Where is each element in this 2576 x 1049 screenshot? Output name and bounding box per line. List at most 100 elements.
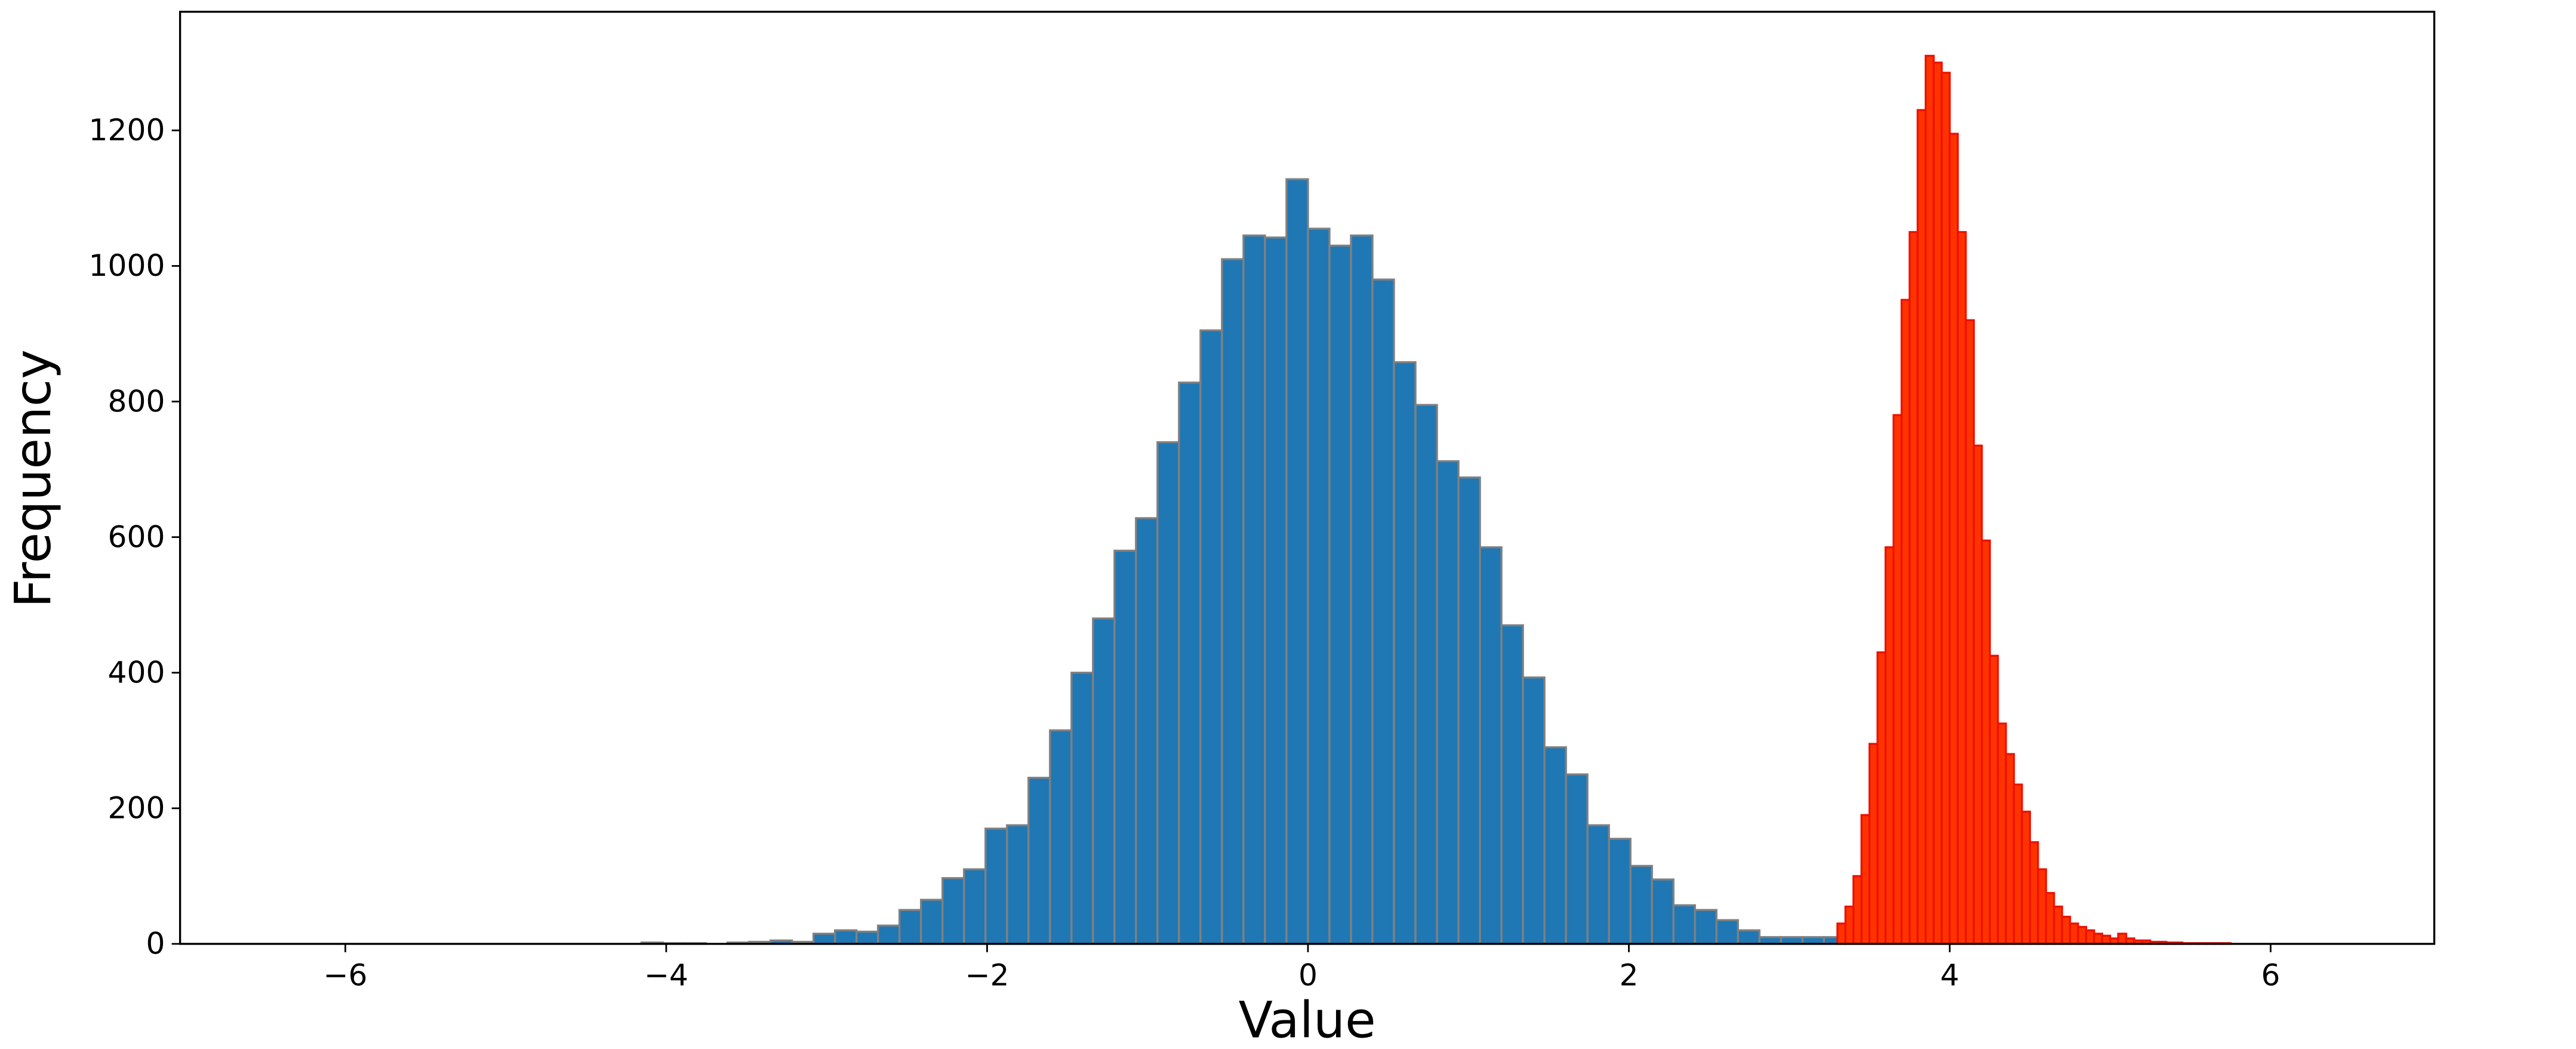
histogram-bar	[1414, 404, 1438, 945]
histogram-bar	[1924, 54, 1935, 945]
histogram-bar	[898, 909, 922, 945]
histogram-bar	[1737, 929, 1761, 945]
histogram-bar	[2021, 810, 2032, 945]
histogram-bar	[1909, 231, 1919, 945]
histogram-bar	[1972, 444, 1983, 945]
histogram-bar	[2037, 868, 2047, 945]
x-axis-label: Value	[1239, 990, 1376, 1049]
histogram-bar	[1780, 936, 1803, 945]
histogram-bar	[2005, 753, 2015, 945]
histogram-bar	[1092, 617, 1116, 945]
histogram-bar	[1221, 258, 1245, 945]
histogram-bar	[1522, 676, 1546, 945]
histogram-bar	[1694, 909, 1718, 945]
histogram-bar	[1801, 936, 1825, 945]
histogram-bar	[1651, 878, 1675, 945]
histogram-bar	[1371, 278, 1395, 945]
histogram-bar	[1836, 922, 1846, 945]
y-tick-label: 600	[108, 519, 165, 554]
histogram-bar	[1860, 814, 1871, 945]
histogram-bar	[1070, 672, 1094, 945]
histogram-bar	[1715, 919, 1739, 945]
histogram-bar	[2093, 933, 2103, 945]
x-tick-label: −6	[323, 958, 367, 993]
histogram-bar	[1006, 824, 1030, 945]
histogram-bar	[1156, 441, 1180, 945]
histogram-bar	[1027, 777, 1051, 945]
histogram-bar	[1608, 838, 1632, 945]
histogram-bar	[1242, 234, 1266, 945]
y-tick-label: 1000	[89, 248, 165, 283]
histogram-bar	[1900, 299, 1911, 945]
histogram-bar	[963, 868, 987, 945]
y-tick-label: 1200	[89, 112, 165, 147]
histogram-bar	[1565, 773, 1589, 945]
histogram-bar	[1586, 824, 1610, 945]
histogram-bar	[1436, 460, 1460, 945]
x-tick-label: 4	[1940, 958, 1959, 993]
histogram-bar	[1199, 329, 1223, 945]
x-tick-label: 0	[1298, 958, 1318, 993]
histogram-bar	[2012, 783, 2023, 945]
histogram-bar	[1457, 476, 1481, 945]
histogram-bar	[1629, 865, 1653, 945]
histogram-bar	[2101, 934, 2112, 945]
histogram-bar	[1328, 244, 1352, 945]
histogram-bar	[812, 933, 836, 945]
histogram-bar	[855, 930, 879, 945]
histogram-bar	[941, 877, 965, 945]
histogram-bar	[2052, 905, 2063, 945]
histogram-bar	[1758, 936, 1782, 945]
x-tick-label: 2	[1619, 958, 1638, 993]
histogram-bar	[1135, 517, 1159, 945]
histogram-bar	[2085, 929, 2095, 945]
histogram-bar	[1989, 654, 1999, 945]
histogram-bar	[2029, 841, 2039, 945]
histogram-bar	[1350, 234, 1374, 945]
y-axis-label: Frequency	[4, 349, 62, 608]
histogram-bar	[1500, 624, 1524, 945]
histogram-bar	[1956, 231, 1967, 945]
histogram-bar	[1543, 746, 1567, 945]
x-tick-label: 6	[2261, 958, 2280, 993]
histogram-bar	[2117, 933, 2128, 945]
histogram-bar	[1852, 875, 1863, 945]
histogram-bar	[1672, 904, 1696, 945]
x-tick-label: −2	[965, 958, 1009, 993]
histogram-bar	[834, 929, 858, 945]
histogram-bar	[1965, 319, 1975, 945]
histogram-bar	[1884, 546, 1895, 945]
histogram-bar	[2077, 925, 2088, 945]
y-tick-label: 200	[108, 790, 165, 826]
histogram-bar	[1940, 72, 1951, 945]
histogram-bar	[1264, 236, 1288, 945]
histogram-bar	[1844, 905, 1855, 945]
histogram-bar	[1049, 729, 1073, 945]
histogram-bar	[1178, 382, 1202, 945]
y-tick-label: 800	[108, 383, 165, 419]
histogram-bar	[1892, 414, 1903, 945]
histogram-bar	[984, 827, 1008, 945]
histogram-bar	[1479, 546, 1503, 945]
histogram-bar	[1393, 361, 1417, 945]
histogram-bar	[1981, 539, 1991, 945]
histogram-bar	[1916, 109, 1927, 945]
histogram-bar	[1996, 722, 2007, 945]
histogram-bar	[877, 924, 901, 945]
x-tick-label: −4	[644, 958, 688, 993]
histogram-bar	[1868, 743, 1879, 945]
histogram-bar	[1876, 651, 1887, 945]
y-tick-label: 0	[146, 926, 165, 961]
histogram-bar	[920, 899, 944, 945]
histogram-bar	[1932, 61, 1943, 945]
y-tick-label: 400	[108, 654, 165, 690]
histogram-bar	[1949, 133, 1959, 945]
histogram-bar	[2045, 892, 2055, 945]
histogram-bar	[2061, 915, 2072, 945]
histogram-bar	[1285, 178, 1309, 945]
histogram-bar	[2069, 922, 2079, 945]
histogram-bar	[1113, 549, 1137, 945]
histogram-bar	[1307, 227, 1331, 945]
